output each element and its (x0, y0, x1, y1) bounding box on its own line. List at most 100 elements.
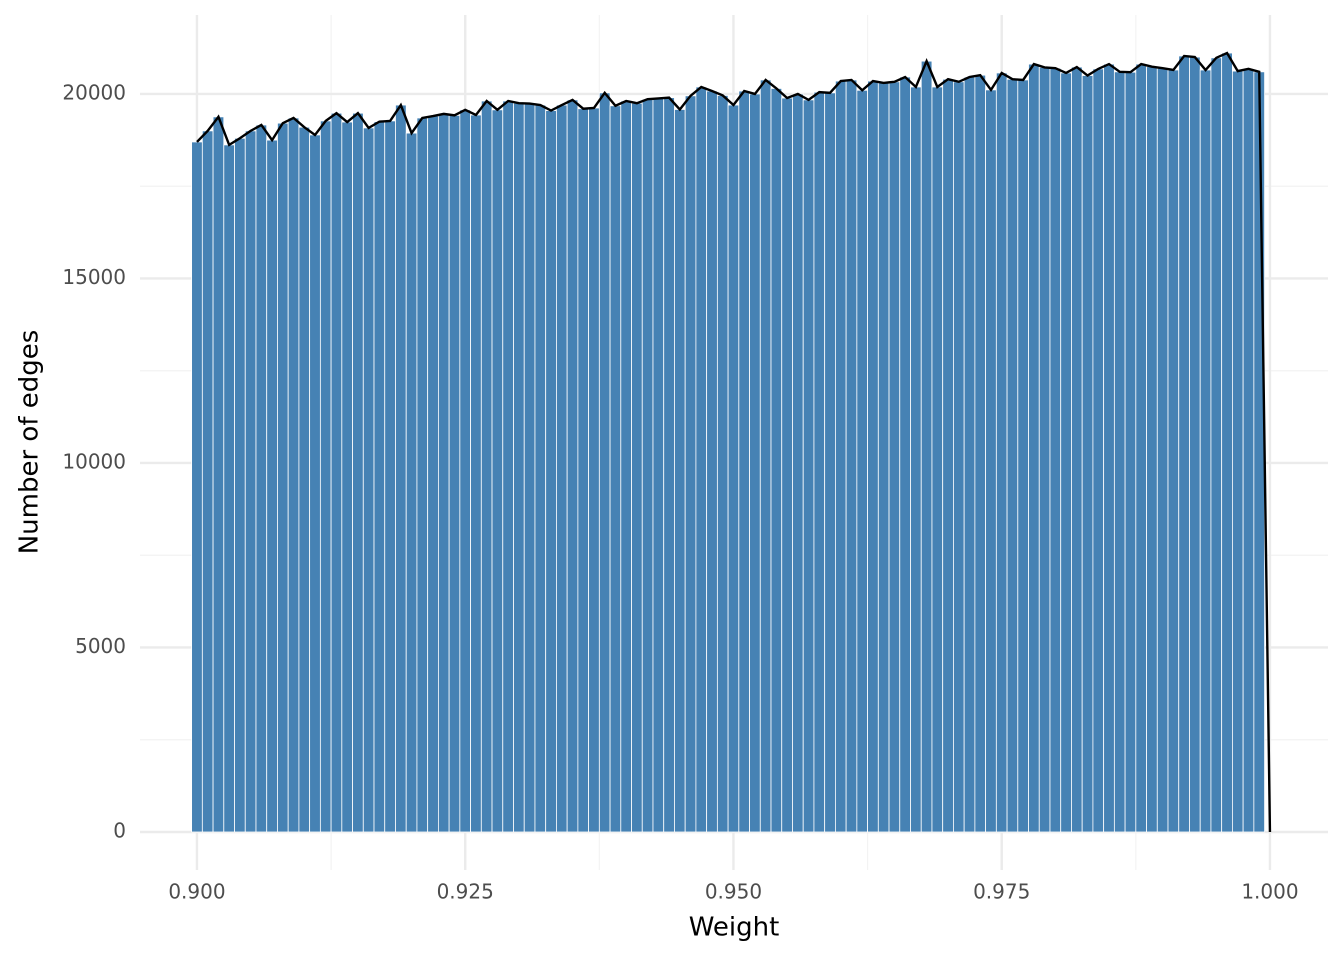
bar (341, 121, 353, 833)
bar (652, 97, 665, 833)
bar (534, 104, 547, 833)
bar (598, 92, 611, 833)
bar (287, 117, 300, 833)
bar (480, 100, 493, 833)
bar (888, 81, 901, 833)
bar (244, 130, 257, 833)
bar (491, 109, 504, 833)
bar (513, 102, 525, 833)
bar (942, 78, 954, 833)
bar (1156, 67, 1169, 833)
bar (319, 120, 332, 833)
bar (1071, 66, 1083, 833)
bar (759, 79, 772, 833)
bar (856, 89, 868, 833)
bar (191, 141, 203, 833)
bar (405, 132, 418, 833)
bar (824, 92, 836, 833)
bar (813, 91, 826, 833)
bar (330, 112, 343, 833)
frequency-line (196, 51, 1272, 833)
bar (1081, 75, 1094, 833)
bar (556, 104, 568, 833)
bar (1103, 63, 1115, 833)
bar (802, 99, 815, 833)
bar (266, 139, 278, 833)
bar (362, 127, 375, 833)
bar (212, 116, 225, 833)
bar (201, 130, 214, 833)
bar (298, 126, 311, 833)
y-axis-label: Number of edges (15, 330, 45, 555)
bar (663, 97, 675, 833)
bar (1210, 57, 1223, 833)
bar (631, 102, 643, 833)
bar (792, 93, 804, 833)
bar (770, 88, 783, 833)
bar (716, 95, 729, 833)
bar (867, 80, 879, 833)
bar (738, 90, 750, 833)
bar (1017, 79, 1029, 833)
bar (1124, 71, 1137, 833)
bar (974, 74, 987, 833)
y-tick-label: 20000 (62, 80, 126, 104)
bar (684, 95, 697, 833)
bar (427, 115, 439, 833)
bar (1038, 66, 1051, 833)
bar (1199, 69, 1212, 833)
bar (277, 122, 289, 833)
bar (395, 104, 407, 833)
bar (545, 110, 557, 833)
bar (749, 93, 761, 833)
bar (234, 137, 246, 833)
bar (695, 86, 708, 833)
bar (352, 112, 364, 833)
bar (309, 134, 321, 833)
bar (1092, 68, 1105, 833)
bar (834, 80, 847, 833)
bar (641, 98, 654, 833)
bar (910, 86, 922, 833)
bar (1049, 67, 1062, 833)
bar (920, 60, 933, 833)
bar (566, 99, 579, 833)
bar (588, 107, 600, 833)
bar (1167, 69, 1180, 833)
bar (985, 89, 997, 833)
bar (523, 103, 536, 833)
bar (620, 100, 632, 833)
bar (1135, 63, 1147, 833)
x-axis-label: Weight (689, 913, 780, 943)
bar (1189, 56, 1201, 833)
bar (1028, 63, 1040, 833)
y-tick-label: 15000 (62, 265, 126, 289)
bar (877, 82, 890, 833)
bar (1113, 71, 1126, 833)
bar (1006, 78, 1019, 833)
x-tick-label: 0.925 (437, 880, 494, 904)
x-tick-label: 0.900 (168, 880, 225, 904)
y-tick-label: 10000 (62, 449, 126, 473)
bar (502, 100, 514, 833)
bar (1060, 72, 1072, 833)
bar (674, 109, 686, 833)
bar (899, 76, 911, 833)
bar (781, 97, 793, 833)
bar (437, 113, 450, 833)
bar (1178, 55, 1190, 833)
bar (373, 121, 386, 833)
bar (384, 120, 396, 833)
bar (953, 81, 965, 833)
bar (706, 90, 718, 833)
bar (1253, 71, 1265, 833)
y-tick-label: 5000 (75, 634, 126, 658)
y-tick-label: 0 (113, 818, 126, 842)
bar (416, 117, 429, 833)
x-tick-label: 1.000 (1241, 880, 1298, 904)
bar (448, 114, 461, 833)
bar (255, 124, 268, 833)
bar (609, 105, 622, 833)
bar (577, 108, 590, 833)
